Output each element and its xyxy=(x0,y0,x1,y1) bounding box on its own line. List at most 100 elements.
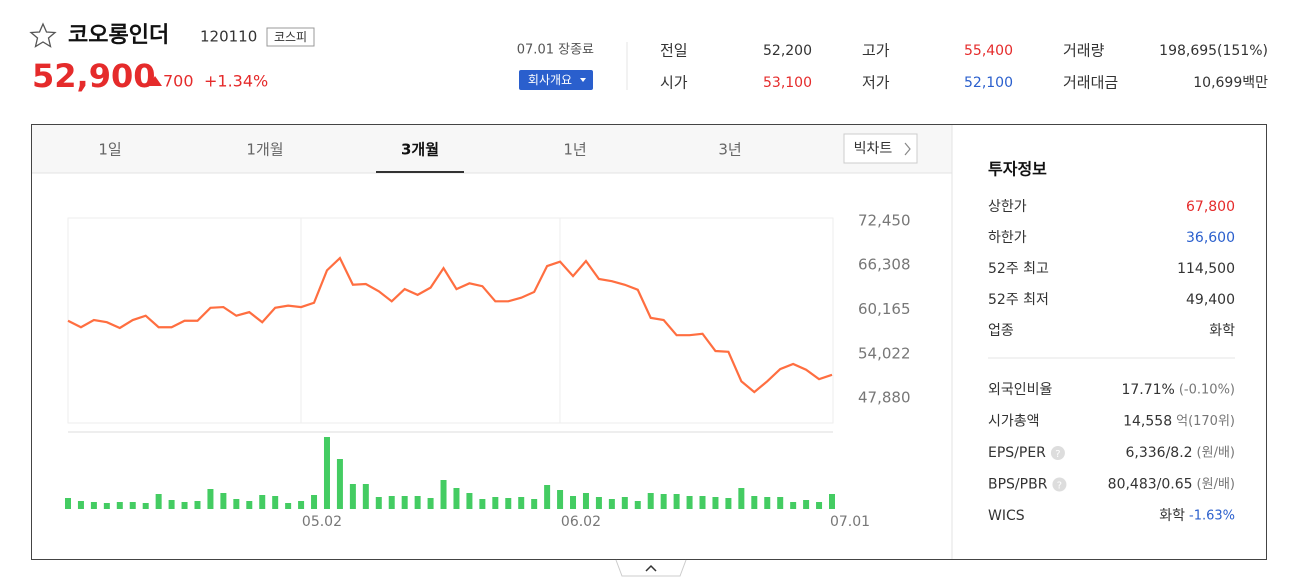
help-mark: ? xyxy=(1055,449,1060,460)
volume-bar xyxy=(142,503,149,509)
chevron xyxy=(904,142,911,156)
info-label: WICS xyxy=(988,508,1025,524)
info-value: 36,600 xyxy=(1186,230,1235,246)
volume-bar xyxy=(686,496,693,509)
tab: 3개월 xyxy=(401,141,439,159)
tab-bar xyxy=(32,125,952,173)
volume-bar xyxy=(829,494,835,509)
info-value: 17.71% xyxy=(1121,382,1174,398)
volume-bar xyxy=(725,498,732,509)
volume-bar xyxy=(440,480,447,509)
quote-label: 고가 xyxy=(862,42,890,60)
company-button-label: 회사개요 xyxy=(528,73,572,87)
price-line xyxy=(67,256,833,394)
volume-bar xyxy=(181,502,188,509)
plot-frame xyxy=(67,217,834,424)
volume-bar xyxy=(557,490,564,509)
tab: 1년 xyxy=(563,141,586,159)
change-pct: +1.34% xyxy=(204,72,268,91)
volume-bar xyxy=(531,499,538,509)
volume-bar xyxy=(388,496,395,509)
price: 52,900 xyxy=(32,57,155,95)
collapse-tab[interactable] xyxy=(615,559,687,577)
info-label: 시가총액 xyxy=(988,414,1040,430)
quote-label: 전일 xyxy=(660,42,688,60)
y-tick-label: 47,880 xyxy=(858,389,911,407)
info-label: 외국인비율 xyxy=(988,382,1053,398)
volume-bar xyxy=(168,500,175,509)
info-extra: (원/배) xyxy=(1197,446,1235,461)
quote-value: 52,200 xyxy=(763,43,812,59)
info-title: 투자정보 xyxy=(988,160,1047,179)
info-label: 52주 최저 xyxy=(988,292,1049,308)
chart-box xyxy=(31,124,1267,560)
x-tick-label: 05.02 xyxy=(302,514,342,530)
volume-bar xyxy=(479,499,486,509)
volume-bar xyxy=(194,501,201,509)
stock-code: 120110 xyxy=(200,28,257,46)
quote-label: 저가 xyxy=(862,74,890,92)
volume-bar xyxy=(65,498,71,509)
info-value: 49,400 xyxy=(1186,292,1235,308)
volume-bar xyxy=(298,501,305,509)
volume-bar xyxy=(362,484,369,509)
volume-bar xyxy=(595,497,602,509)
volume-bar xyxy=(116,502,123,509)
volume-bar xyxy=(375,497,382,509)
stock-name: 코오롱인더 xyxy=(68,23,169,48)
info-label: BPS/PBR xyxy=(988,477,1048,493)
up-arrow xyxy=(148,76,162,86)
info-value: 80,483/0.65 xyxy=(1108,477,1193,493)
volume-bar xyxy=(233,499,240,509)
info-value: 화학 xyxy=(1209,323,1235,339)
volume-bar xyxy=(699,496,706,509)
change: 700 xyxy=(163,72,194,91)
volume-bar xyxy=(246,501,253,509)
info-label: 하한가 xyxy=(988,230,1027,246)
info-extra: -1.63% xyxy=(1189,509,1235,524)
star-icon[interactable] xyxy=(29,22,57,48)
volume-bar xyxy=(492,497,499,509)
volume-bar xyxy=(77,501,84,509)
volume-bar xyxy=(336,459,343,509)
volume-bar xyxy=(401,496,408,509)
big-chart-label: 빅차트 xyxy=(854,141,893,157)
volume-bar xyxy=(816,502,823,509)
quote-label: 시가 xyxy=(660,74,688,92)
y-tick-label: 72,450 xyxy=(858,212,911,230)
volume-bar xyxy=(647,493,654,509)
volume-bar xyxy=(751,496,758,509)
help-mark: ? xyxy=(1057,481,1062,492)
company-button[interactable] xyxy=(519,70,593,90)
info-extra: 억(170위) xyxy=(1176,414,1235,429)
volume-bar xyxy=(453,488,460,509)
status: 07.01 장종료 xyxy=(517,43,594,58)
volume-bar xyxy=(207,489,214,509)
tab: 1개월 xyxy=(246,141,283,159)
help-icon xyxy=(1052,477,1067,492)
volume-bar xyxy=(738,488,745,509)
info-extra: (원/배) xyxy=(1197,477,1235,492)
volume-bar xyxy=(621,497,628,509)
quote-value: 52,100 xyxy=(964,75,1013,91)
volume-bar xyxy=(285,503,292,509)
volume-bar xyxy=(323,437,330,509)
dropdown-icon xyxy=(580,78,586,82)
quote-label: 거래량 xyxy=(1063,42,1105,60)
big-chart-button[interactable] xyxy=(843,133,918,164)
market: 코스피 xyxy=(274,30,307,44)
market-badge xyxy=(266,27,315,47)
info-value: 67,800 xyxy=(1186,199,1235,215)
volume-bar xyxy=(103,503,110,509)
volume-bar xyxy=(712,497,719,509)
volume-bar xyxy=(220,493,227,509)
volume-bar xyxy=(505,498,512,509)
tab: 3년 xyxy=(718,141,741,159)
info-label: 52주 최고 xyxy=(988,261,1049,277)
volume-bar xyxy=(582,493,589,509)
volume-bar xyxy=(466,493,473,509)
info-value: 114,500 xyxy=(1177,261,1235,277)
volume-bar xyxy=(777,497,784,509)
